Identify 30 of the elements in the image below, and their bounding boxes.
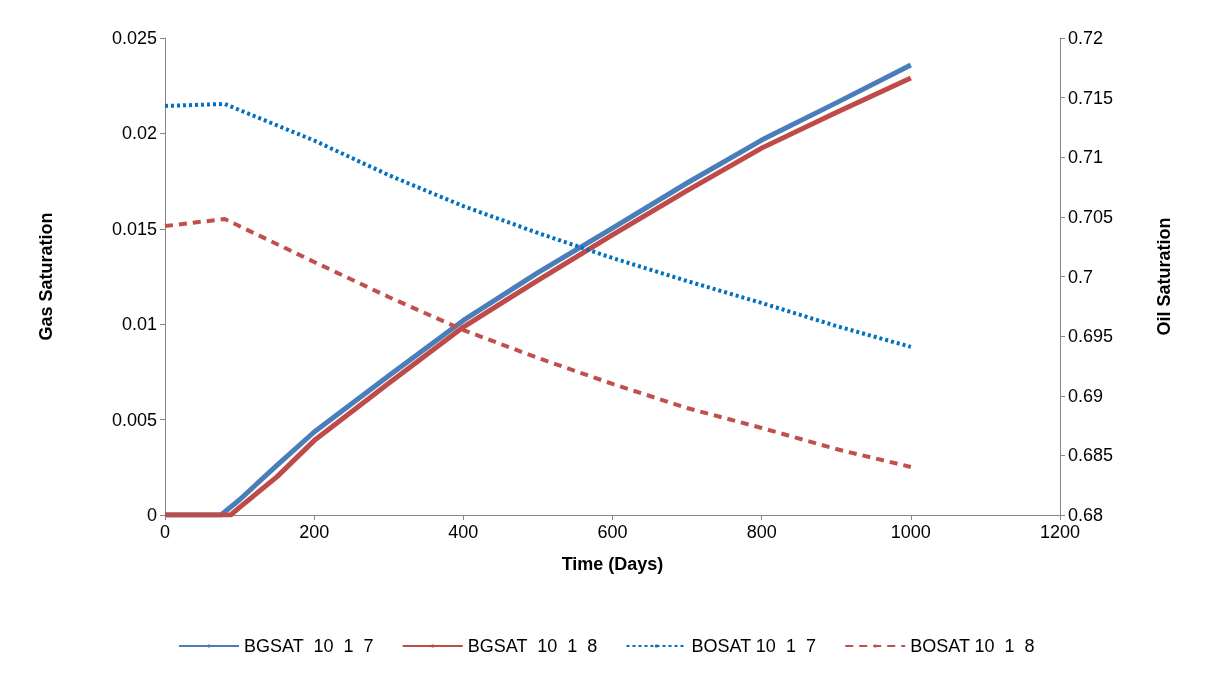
y2-axis-title: Oil Saturation bbox=[1154, 217, 1174, 336]
y-tick-label: 0.02 bbox=[121, 123, 157, 144]
y2-tick-label: 0.71 bbox=[1068, 147, 1104, 168]
x-tick-label: 400 bbox=[448, 522, 479, 542]
x-axis-title: Time (Days) bbox=[561, 554, 664, 574]
y-tick-label: 0 bbox=[146, 505, 157, 525]
legend-label: BGSAT 10 1 7 bbox=[244, 636, 374, 656]
y2-tick-label: 0.69 bbox=[1068, 385, 1104, 406]
legend-label: BGSAT 10 1 8 bbox=[467, 636, 598, 656]
y-tick-label: 0.01 bbox=[121, 314, 157, 335]
y-tick-label: 0.025 bbox=[111, 28, 157, 48]
y2-tick-label: 0.685 bbox=[1068, 445, 1114, 466]
y2-tick-label: 0.7 bbox=[1068, 266, 1094, 287]
x-tick-label: 1000 bbox=[890, 522, 931, 542]
x-tick-label: 1200 bbox=[1039, 522, 1081, 542]
x-tick-label: 0 bbox=[159, 522, 171, 542]
legend-label: BOSAT 10 1 8 bbox=[910, 636, 1035, 656]
x-tick-label: 800 bbox=[746, 522, 777, 542]
y2-tick-label: 0.68 bbox=[1068, 505, 1104, 525]
line-series bbox=[163, 101, 913, 349]
y2-tick-label: 0.715 bbox=[1068, 87, 1114, 108]
y2-tick-label: 0.72 bbox=[1068, 28, 1104, 48]
legend-label: BOSAT 10 1 7 bbox=[691, 636, 816, 656]
x-tick-label: 600 bbox=[597, 522, 628, 542]
x-tick-label: 200 bbox=[299, 522, 330, 542]
y2-tick-label: 0.695 bbox=[1068, 326, 1114, 347]
y-tick-label: 0.005 bbox=[111, 409, 157, 430]
y2-tick-label: 0.705 bbox=[1068, 206, 1114, 227]
y-axis-title: Gas Saturation bbox=[36, 212, 56, 341]
y-tick-label: 0.015 bbox=[111, 218, 157, 239]
